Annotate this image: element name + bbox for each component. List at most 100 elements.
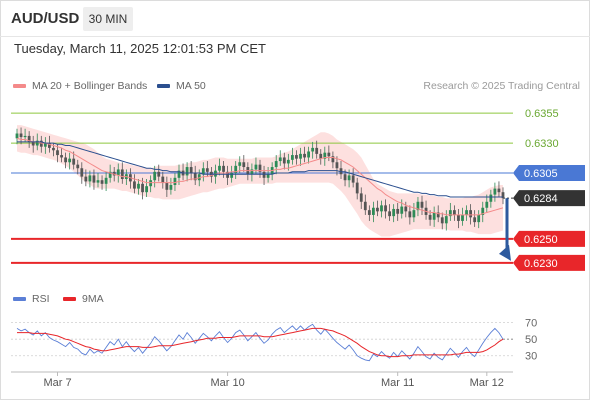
candle-body	[376, 207, 379, 212]
timeframe-badge[interactable]: 30 MIN	[83, 7, 133, 31]
candle-body	[193, 173, 197, 181]
legend-label-rsi: RSI	[32, 293, 50, 305]
legend-item-9ma: 9MA	[63, 293, 104, 305]
candle-body	[444, 216, 448, 224]
candle-body	[218, 165, 221, 171]
candle-body	[457, 214, 460, 221]
ma50-swatch-icon	[157, 84, 170, 89]
candle-body	[88, 175, 92, 182]
candle-body	[230, 173, 234, 178]
candle-body	[145, 186, 148, 193]
ma20-line	[16, 137, 504, 216]
x-tick-label: Mar 7	[43, 377, 71, 389]
candle-body	[35, 140, 39, 146]
candle-body	[48, 143, 51, 148]
candle-body	[469, 210, 472, 218]
candle-body	[465, 210, 468, 215]
legend-item-rsi: RSI	[13, 293, 50, 305]
candle-body	[372, 207, 375, 215]
candle-body	[141, 183, 144, 193]
level-tag-0-6305	[513, 165, 585, 182]
candle-body	[60, 155, 63, 158]
candle-body	[363, 201, 367, 211]
candle-body	[303, 153, 306, 158]
candle-body	[278, 157, 282, 162]
candle-body	[173, 177, 177, 186]
level-label-0-6305: 0.6305	[524, 168, 558, 180]
candle-body	[489, 194, 493, 202]
candle-body	[307, 151, 310, 158]
candle-body	[68, 158, 72, 163]
candle-body	[408, 211, 412, 218]
candle-body	[39, 140, 43, 147]
candle-body	[335, 162, 339, 169]
candle-body	[436, 212, 440, 218]
candle-body	[137, 183, 140, 189]
candle-body	[367, 210, 371, 215]
candle-body	[331, 156, 335, 163]
candle-body	[100, 180, 104, 184]
candle-body	[165, 182, 169, 190]
candle-body	[493, 188, 497, 195]
candle-body	[72, 158, 76, 165]
candle-body	[116, 169, 120, 176]
candle-body	[351, 175, 355, 183]
ma50-line	[17, 141, 503, 198]
candle-body	[169, 185, 173, 190]
candle-body	[315, 147, 319, 154]
candle-body	[291, 155, 294, 160]
rsi-line	[16, 323, 504, 362]
level-tag-0-6230	[513, 254, 585, 271]
candle-body	[286, 159, 290, 164]
level-tag-0-6250	[513, 230, 585, 247]
x-tick-label: Mar 11	[381, 377, 414, 389]
candle-body	[242, 162, 246, 168]
candle-body	[501, 192, 505, 199]
candle-body	[477, 214, 481, 223]
candle-body	[104, 177, 108, 184]
candle-body	[295, 155, 298, 159]
candle-body	[23, 135, 27, 138]
candle-body	[205, 168, 209, 172]
candle-body	[96, 180, 100, 183]
candle-body	[92, 175, 96, 183]
legend-label-ma20: MA 20 + Bollinger Bands	[32, 80, 148, 92]
level-label-0-6230: 0.6230	[524, 258, 558, 270]
legend-label-ma50: MA 50	[176, 80, 206, 92]
level-label-0-6355: 0.6355	[525, 108, 559, 120]
candle-body	[497, 188, 501, 193]
candle-body	[404, 206, 408, 212]
candle-body	[258, 164, 262, 172]
ma20-swatch-icon	[13, 84, 26, 89]
candle-body	[461, 214, 464, 221]
candle-body	[197, 174, 201, 181]
x-tick-label: Mar 10	[210, 377, 244, 389]
level-label-0-6250: 0.6250	[524, 234, 558, 246]
candle-body	[254, 164, 258, 170]
candle-body	[396, 208, 400, 214]
candle-body	[428, 214, 432, 220]
candle-body	[481, 207, 485, 215]
candle-body	[384, 205, 387, 212]
legend-item-ma50: MA 50	[157, 80, 206, 92]
candle-body	[392, 208, 396, 217]
candle-body	[108, 171, 112, 178]
x-tick-label: Mar 12	[470, 377, 504, 389]
9ma-swatch-icon	[63, 297, 76, 302]
candle-body	[416, 201, 420, 211]
chart-header: AUD/USD 30 MIN	[0, 0, 590, 37]
candle-body	[76, 164, 80, 169]
candle-body	[157, 171, 161, 177]
candle-body	[185, 167, 189, 176]
candle-body	[238, 162, 242, 166]
candle-body	[234, 165, 238, 174]
candle-body	[347, 175, 351, 181]
candle-body	[153, 171, 157, 181]
candle-body	[299, 153, 302, 159]
candle-body	[485, 201, 489, 208]
candle-body	[327, 152, 331, 157]
candle-body	[323, 152, 327, 159]
level-label-0-6330: 0.6330	[525, 138, 559, 150]
candle-body	[27, 135, 31, 142]
candle-body	[473, 217, 477, 223]
